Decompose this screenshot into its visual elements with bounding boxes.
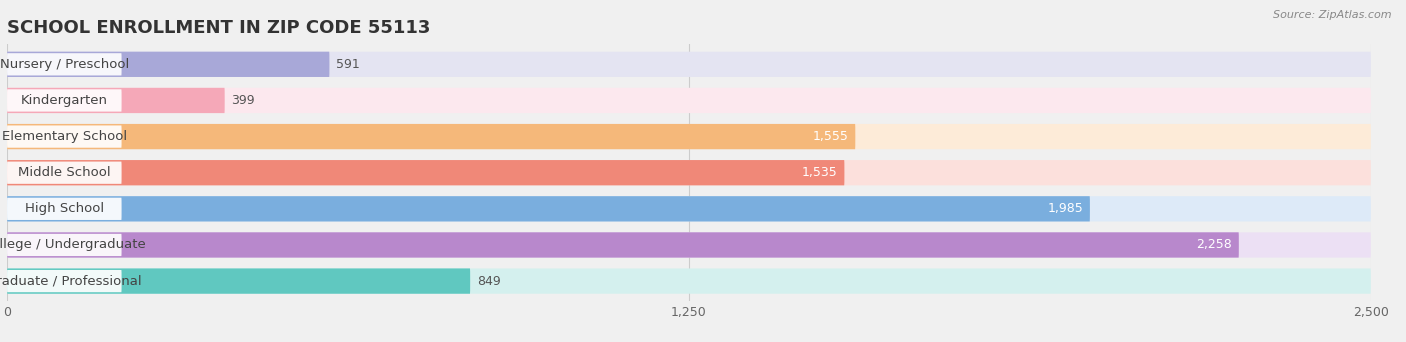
FancyBboxPatch shape [7, 270, 121, 292]
FancyBboxPatch shape [7, 53, 121, 76]
FancyBboxPatch shape [7, 232, 1371, 258]
FancyBboxPatch shape [7, 126, 121, 148]
Text: High School: High School [25, 202, 104, 215]
Text: 1,985: 1,985 [1047, 202, 1084, 215]
FancyBboxPatch shape [7, 88, 1371, 113]
FancyBboxPatch shape [7, 160, 845, 185]
Text: 399: 399 [231, 94, 254, 107]
Text: 1,535: 1,535 [801, 166, 838, 179]
FancyBboxPatch shape [7, 89, 121, 111]
Text: 591: 591 [336, 58, 360, 71]
FancyBboxPatch shape [7, 268, 1371, 294]
Text: Kindergarten: Kindergarten [21, 94, 108, 107]
FancyBboxPatch shape [7, 124, 855, 149]
FancyBboxPatch shape [7, 124, 1371, 149]
Text: 1,555: 1,555 [813, 130, 849, 143]
Text: College / Undergraduate: College / Undergraduate [0, 238, 146, 251]
FancyBboxPatch shape [7, 88, 225, 113]
Text: Middle School: Middle School [18, 166, 111, 179]
FancyBboxPatch shape [7, 161, 121, 184]
Text: Elementary School: Elementary School [1, 130, 127, 143]
Text: Nursery / Preschool: Nursery / Preschool [0, 58, 129, 71]
FancyBboxPatch shape [7, 232, 1239, 258]
Text: SCHOOL ENROLLMENT IN ZIP CODE 55113: SCHOOL ENROLLMENT IN ZIP CODE 55113 [7, 19, 430, 37]
Text: 2,258: 2,258 [1197, 238, 1232, 251]
FancyBboxPatch shape [7, 196, 1090, 222]
FancyBboxPatch shape [7, 196, 1371, 222]
FancyBboxPatch shape [7, 198, 121, 220]
FancyBboxPatch shape [7, 268, 470, 294]
Text: 849: 849 [477, 275, 501, 288]
FancyBboxPatch shape [7, 52, 1371, 77]
FancyBboxPatch shape [7, 52, 329, 77]
FancyBboxPatch shape [7, 234, 121, 256]
Text: Graduate / Professional: Graduate / Professional [0, 275, 142, 288]
FancyBboxPatch shape [7, 160, 1371, 185]
Text: Source: ZipAtlas.com: Source: ZipAtlas.com [1274, 10, 1392, 20]
